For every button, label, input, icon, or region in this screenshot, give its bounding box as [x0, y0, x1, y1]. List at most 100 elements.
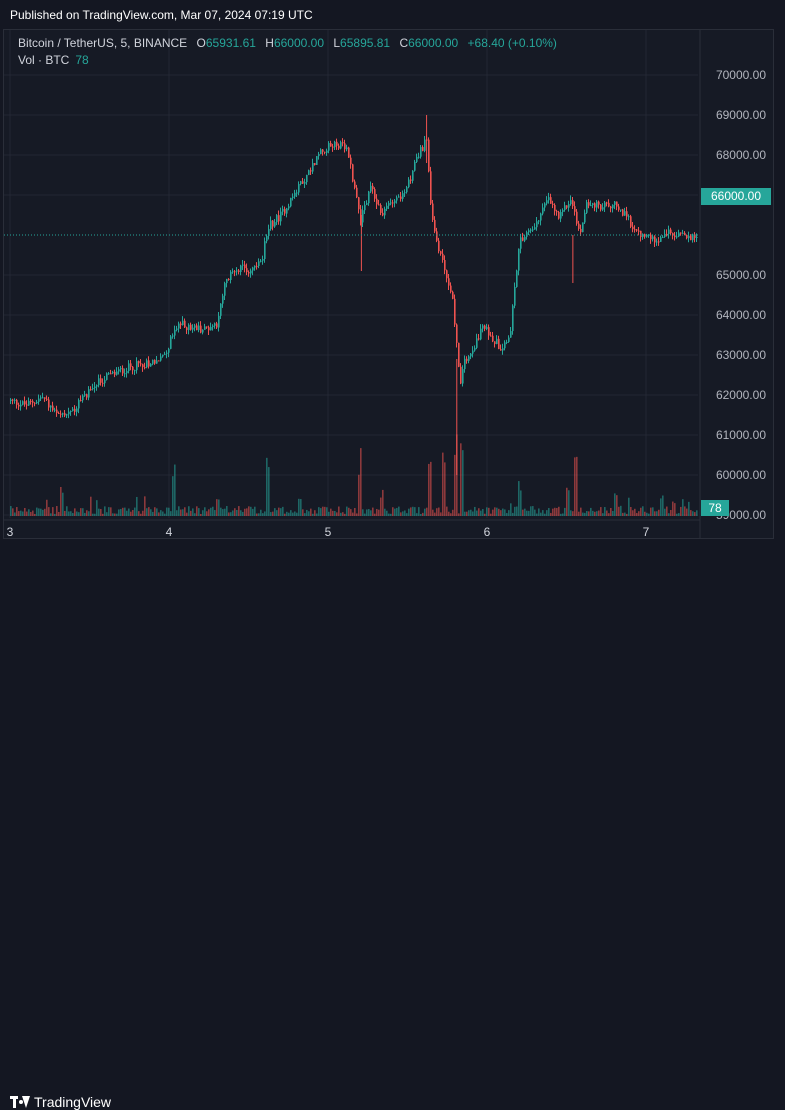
volume-bar	[534, 509, 536, 516]
volume-label[interactable]: Vol · BTC	[18, 53, 70, 67]
volume-bar	[584, 512, 586, 516]
volume-bar	[562, 513, 564, 516]
volume-bar	[106, 512, 108, 516]
candle-body	[294, 192, 296, 197]
candle-body	[694, 234, 696, 238]
volume-bar	[394, 508, 396, 516]
volume-bar	[36, 507, 38, 516]
candle-body	[600, 204, 602, 210]
candle-body	[362, 210, 364, 223]
volume-bar	[136, 496, 138, 516]
candle-body	[350, 157, 352, 165]
candle-body	[554, 204, 556, 212]
candle-body	[486, 327, 488, 329]
candle-body	[184, 320, 186, 328]
candle-body	[306, 174, 308, 183]
candle-body	[292, 196, 294, 198]
volume-bar	[520, 490, 522, 516]
top-bar: Published on TradingView.com, Mar 07, 20…	[0, 0, 785, 30]
candle-body	[304, 182, 306, 184]
symbol-name[interactable]: Bitcoin / TetherUS, 5, BINANCE	[18, 36, 188, 50]
candle-body	[14, 399, 16, 401]
volume-bar	[78, 512, 80, 516]
low-value: 65895.81	[340, 36, 391, 50]
candle-body	[110, 373, 112, 375]
volume-bar	[264, 511, 266, 516]
candle-body	[666, 233, 668, 235]
candle-body	[636, 229, 638, 231]
volume-bar	[200, 513, 202, 516]
volume-bar	[392, 507, 394, 516]
price-chart[interactable]: 70000.0069000.0068000.0067000.0065000.00…	[0, 0, 785, 579]
volume-bar	[440, 512, 442, 516]
volume-bar	[296, 512, 298, 516]
candle-body	[182, 320, 184, 326]
volume-bar	[486, 507, 488, 516]
candle-body	[578, 223, 580, 229]
candle-body	[228, 278, 230, 280]
candle-body	[466, 358, 468, 361]
y-tick-label: 65000.00	[716, 268, 766, 282]
volume-bar	[28, 509, 30, 516]
candle-body	[504, 342, 506, 349]
candle-body	[642, 234, 644, 238]
high-label: H	[265, 36, 274, 50]
volume-bar	[172, 476, 174, 516]
volume-bar	[564, 507, 566, 516]
candle-body	[30, 400, 32, 402]
volume-bar	[148, 507, 150, 516]
volume-bar	[130, 511, 132, 516]
candle-body	[628, 216, 630, 218]
candle-body	[188, 324, 190, 331]
volume-bar	[476, 510, 478, 516]
candle-body	[576, 211, 578, 224]
volume-bar	[90, 496, 92, 516]
volume-bar	[556, 508, 558, 516]
candle-body	[372, 185, 374, 190]
candle-body	[500, 349, 502, 351]
candle-body	[196, 325, 198, 331]
volume-bar	[10, 506, 12, 516]
candle-body	[100, 378, 102, 383]
candle-body	[26, 404, 28, 406]
volume-bar	[222, 509, 224, 516]
volume-bar	[138, 511, 140, 516]
candle-body	[532, 229, 534, 231]
candle-body	[98, 378, 100, 386]
volume-bar	[462, 450, 464, 516]
volume-bar	[214, 510, 216, 516]
tradingview-logo-icon	[10, 1096, 30, 1108]
volume-bar	[190, 510, 192, 516]
volume-bar	[174, 464, 176, 516]
candle-body	[644, 234, 646, 237]
volume-bar	[654, 511, 656, 516]
candle-body	[328, 143, 330, 151]
volume-bar	[20, 510, 22, 516]
candle-body	[476, 338, 478, 348]
volume-bar	[192, 508, 194, 516]
candle-body	[240, 265, 242, 273]
volume-bar	[500, 510, 502, 516]
volume-bar	[390, 513, 392, 516]
volume-bar	[690, 510, 692, 516]
candle-body	[346, 147, 348, 150]
candle-body	[126, 371, 128, 374]
x-tick-label: 3	[7, 525, 14, 539]
candle-body	[56, 409, 58, 414]
volume-bar	[224, 508, 226, 516]
candle-body	[400, 196, 402, 199]
volume-bar	[414, 507, 416, 516]
volume-bar	[228, 512, 230, 516]
volume-bar	[604, 507, 606, 516]
candle-body	[558, 211, 560, 219]
candle-body	[50, 405, 52, 408]
candle-body	[360, 209, 362, 223]
candle-body	[596, 201, 598, 208]
candle-body	[230, 271, 232, 280]
candle-body	[678, 232, 680, 237]
candle-body	[388, 203, 390, 206]
candle-body	[434, 219, 436, 232]
volume-bar	[472, 511, 474, 516]
tradingview-logo[interactable]: TradingView	[10, 1094, 111, 1110]
candle-body	[686, 235, 688, 239]
